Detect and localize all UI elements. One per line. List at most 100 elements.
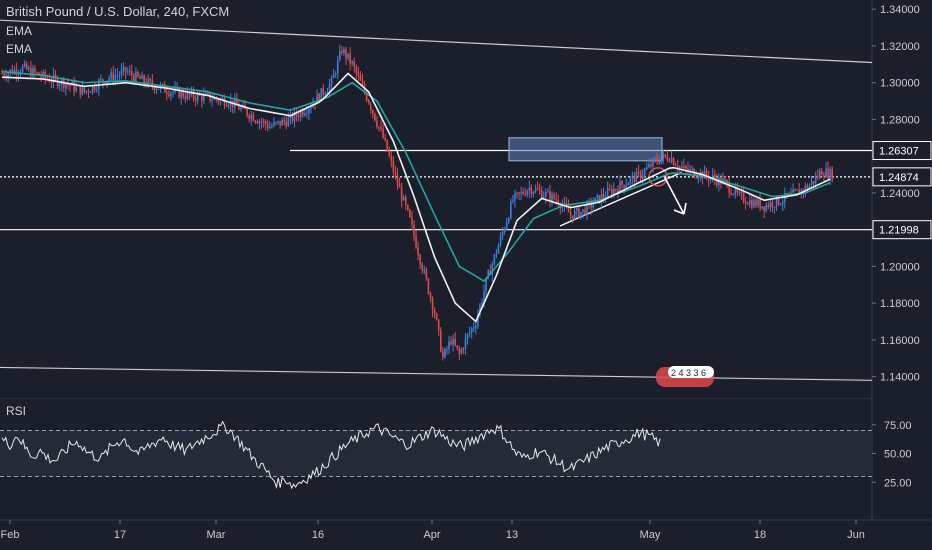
- candle-body: [295, 112, 298, 116]
- candle-body: [561, 205, 564, 209]
- candle-body: [299, 111, 302, 118]
- candle-body: [3, 73, 5, 76]
- candle-body: [707, 176, 710, 181]
- candle-body: [246, 109, 248, 116]
- candle-body: [736, 187, 739, 193]
- candle-body: [310, 107, 312, 109]
- candle-body: [248, 115, 250, 119]
- candle-body: [50, 81, 53, 83]
- candle-body: [685, 165, 687, 169]
- candle-body: [116, 75, 119, 77]
- candle-body: [664, 154, 667, 157]
- candle-body: [662, 154, 665, 159]
- candle-body: [15, 69, 18, 75]
- candle-body: [178, 87, 180, 98]
- rsi-tick-label: 50.00: [884, 449, 912, 461]
- candle-body: [806, 185, 809, 189]
- candle-body: [460, 349, 463, 354]
- candle-body: [147, 78, 150, 86]
- candle-body: [569, 212, 572, 216]
- candle-body: [615, 188, 617, 190]
- pane-separator: [0, 398, 872, 399]
- ema-slow-line: [1, 70, 831, 283]
- candle-body: [495, 253, 498, 255]
- candle-body: [108, 78, 110, 81]
- candle-body: [279, 120, 281, 126]
- price-tick-label: 1.30000: [880, 78, 920, 90]
- candle-body: [58, 84, 61, 87]
- candle-body: [283, 119, 286, 122]
- candle-body: [260, 121, 263, 123]
- candle-body: [796, 189, 798, 191]
- candle-body: [606, 188, 609, 198]
- candle-body: [779, 204, 782, 206]
- candle-body: [575, 208, 578, 211]
- candle-body: [273, 122, 275, 127]
- candle-body: [378, 126, 380, 128]
- candle-body: [182, 91, 185, 97]
- time-axis[interactable]: Feb 17 Mar 16 Apr 13 May 18 Jun: [1, 520, 865, 541]
- candle-body: [376, 120, 378, 127]
- candle-body: [814, 176, 817, 184]
- candle-body: [827, 168, 829, 179]
- candle-body: [757, 199, 759, 206]
- rsi-tick-label: 25.00: [884, 477, 912, 489]
- candle-body: [95, 89, 98, 91]
- price-label: 1.21998: [879, 225, 919, 237]
- candle-body: [332, 74, 335, 78]
- candle-body: [264, 121, 267, 125]
- candle-body: [479, 304, 481, 315]
- price-tick-label: 1.16000: [880, 335, 920, 347]
- candle-body: [724, 178, 726, 181]
- candle-body: [658, 161, 660, 164]
- candle-body: [456, 345, 459, 349]
- candle-body: [407, 205, 409, 210]
- candle-body: [532, 191, 535, 194]
- candle-body: [448, 341, 450, 349]
- candle-body: [262, 121, 265, 123]
- candle-body: [390, 155, 393, 161]
- candle-body: [582, 209, 584, 212]
- candle-body: [732, 194, 735, 196]
- candle-body: [530, 187, 533, 194]
- candle-body: [442, 351, 444, 358]
- candle-body: [635, 171, 638, 183]
- candle-body: [304, 113, 306, 116]
- price-axis[interactable]: 1.340001.320001.300001.280001.260001.240…: [872, 4, 932, 384]
- candle-body: [534, 188, 537, 192]
- candle-body: [238, 105, 240, 110]
- candle-body: [600, 194, 603, 203]
- candle-body: [143, 75, 145, 83]
- candle-body: [510, 201, 512, 219]
- candle-body: [738, 191, 741, 193]
- candle-body: [365, 92, 368, 101]
- candle-body: [545, 192, 547, 197]
- candle-body: [308, 108, 310, 114]
- rsi-legend: RSI: [6, 404, 27, 418]
- candle-body: [180, 91, 183, 98]
- candle-body: [730, 192, 733, 195]
- candle-body: [767, 204, 770, 208]
- candle-body: [584, 209, 586, 215]
- candle-body: [499, 235, 502, 246]
- candle-body: [625, 185, 627, 188]
- ema-legend-2: EMA: [6, 42, 33, 56]
- candle-body: [734, 187, 737, 195]
- candle-body: [472, 327, 475, 329]
- candle-body: [578, 208, 580, 218]
- candle-body: [192, 90, 195, 98]
- candle-body: [829, 169, 831, 179]
- candle-body: [359, 75, 362, 81]
- candle-body: [110, 72, 112, 79]
- candle-body: [135, 71, 137, 82]
- candle-body: [411, 217, 413, 225]
- candle-body: [444, 349, 446, 358]
- candle-body: [775, 196, 778, 207]
- candle-body: [485, 278, 487, 292]
- candle-body: [524, 193, 527, 196]
- candle-body: [452, 338, 454, 345]
- candle-body: [293, 112, 296, 121]
- candle-body: [608, 188, 611, 190]
- candle-body: [423, 269, 426, 271]
